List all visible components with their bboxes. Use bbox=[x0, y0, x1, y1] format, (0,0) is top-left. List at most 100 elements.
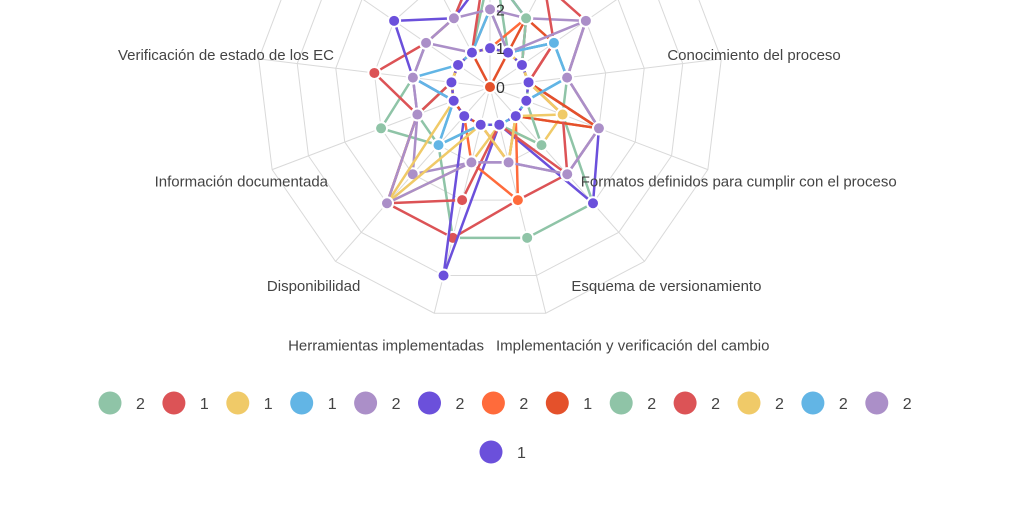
data-point bbox=[374, 121, 389, 136]
axis-label: Esquema de versionamiento bbox=[571, 278, 761, 295]
legend-swatch bbox=[226, 391, 250, 415]
radial-tick-labels: 0 1 2 bbox=[496, 2, 505, 97]
data-point bbox=[436, 268, 451, 283]
axis-label: Formatos definidos para cumplir con el p… bbox=[581, 173, 897, 190]
data-point bbox=[501, 45, 516, 60]
data-point bbox=[521, 75, 536, 90]
grid-ring bbox=[258, 0, 722, 314]
legend-label: 2 bbox=[903, 396, 912, 413]
data-point bbox=[578, 13, 593, 28]
legend-swatch bbox=[481, 391, 505, 415]
data-point bbox=[586, 196, 601, 211]
legend: 2 1 1 1 2 2 2 1 2 2 2 2 2 1 bbox=[98, 391, 912, 464]
legend-item[interactable]: 1 bbox=[545, 391, 593, 415]
data-point bbox=[519, 93, 534, 108]
axis-labels: Conocimiento del proceso Formatos definid… bbox=[118, 47, 897, 354]
data-point bbox=[405, 70, 420, 85]
data-point bbox=[464, 155, 479, 170]
axis-label: Disponibilidad bbox=[267, 278, 360, 295]
data-point bbox=[464, 45, 479, 60]
data-point bbox=[501, 155, 516, 170]
legend-swatch bbox=[865, 391, 889, 415]
legend-item[interactable]: 2 bbox=[418, 391, 465, 415]
legend-label: 2 bbox=[392, 396, 401, 413]
legend-item[interactable]: 2 bbox=[801, 391, 848, 415]
data-point bbox=[591, 121, 606, 136]
axis-label: Información documentada bbox=[155, 173, 329, 190]
legend-label: 2 bbox=[136, 396, 145, 413]
data-point bbox=[419, 35, 434, 50]
legend-label: 2 bbox=[839, 396, 848, 413]
axis-label: Verificación de estado de los EC bbox=[118, 47, 334, 64]
tick-label: 1 bbox=[496, 41, 505, 58]
data-point bbox=[410, 107, 425, 122]
data-point bbox=[483, 80, 497, 94]
tick-label: 2 bbox=[496, 2, 505, 19]
legend-label: 2 bbox=[519, 396, 528, 413]
legend-label: 1 bbox=[264, 396, 273, 413]
data-point bbox=[560, 70, 575, 85]
legend-item[interactable]: 2 bbox=[354, 391, 401, 415]
data-point bbox=[451, 57, 466, 72]
data-point bbox=[457, 109, 472, 124]
legend-label: 2 bbox=[456, 396, 465, 413]
legend-swatch bbox=[673, 391, 697, 415]
legend-swatch bbox=[545, 391, 569, 415]
series-13 bbox=[444, 41, 536, 132]
legend-item[interactable]: 1 bbox=[226, 391, 273, 415]
legend-label: 1 bbox=[517, 445, 526, 462]
data-point bbox=[446, 11, 461, 26]
data-point bbox=[555, 107, 570, 122]
axis-label: Conocimiento del proceso bbox=[667, 47, 840, 64]
data-point bbox=[483, 41, 497, 56]
legend-item[interactable]: 2 bbox=[865, 391, 912, 415]
grid-ring bbox=[373, 0, 607, 201]
tick-label: 0 bbox=[496, 80, 505, 97]
grid-spoke bbox=[363, 0, 491, 88]
legend-swatch bbox=[418, 391, 441, 415]
legend-item[interactable]: 2 bbox=[481, 391, 529, 415]
data-point bbox=[514, 57, 529, 72]
data-point bbox=[455, 193, 470, 208]
legend-item[interactable]: 2 bbox=[98, 391, 146, 415]
legend-swatch bbox=[354, 391, 378, 415]
legend-label: 1 bbox=[200, 396, 209, 413]
legend-swatch bbox=[479, 440, 503, 464]
legend-label: 2 bbox=[775, 396, 784, 413]
grid-ring bbox=[296, 0, 684, 277]
legend-label: 2 bbox=[711, 396, 720, 413]
legend-item[interactable]: 2 bbox=[737, 391, 785, 415]
data-point bbox=[510, 193, 525, 208]
axis-label: Herramientas implementadas bbox=[288, 337, 484, 354]
data-point bbox=[431, 138, 446, 153]
grid-spoke bbox=[489, 0, 617, 88]
data-point bbox=[483, 2, 497, 17]
data-point bbox=[560, 167, 575, 182]
data-point bbox=[473, 117, 488, 132]
data-point bbox=[444, 75, 459, 90]
data-point bbox=[508, 109, 523, 124]
data-point bbox=[519, 11, 534, 26]
legend-label: 2 bbox=[647, 396, 656, 413]
data-point bbox=[520, 230, 535, 245]
legend-label: 1 bbox=[583, 396, 592, 413]
legend-item[interactable]: 2 bbox=[609, 391, 657, 415]
data-point bbox=[446, 93, 461, 108]
legend-item[interactable]: 1 bbox=[162, 391, 209, 415]
legend-swatch bbox=[609, 391, 633, 415]
legend-swatch bbox=[290, 391, 314, 415]
data-point bbox=[492, 117, 507, 132]
legend-item[interactable]: 1 bbox=[290, 391, 337, 415]
data-point bbox=[367, 65, 382, 80]
legend-swatch bbox=[737, 391, 761, 415]
legend-item[interactable]: 2 bbox=[673, 391, 721, 415]
legend-swatch bbox=[162, 391, 186, 415]
data-point bbox=[387, 13, 402, 28]
series-line bbox=[450, 46, 530, 126]
legend-item[interactable]: 1 bbox=[479, 440, 527, 464]
legend-swatch bbox=[801, 391, 825, 415]
axis-label: Implementación y verificación del cambio bbox=[496, 337, 769, 354]
data-point bbox=[379, 196, 394, 211]
legend-label: 1 bbox=[328, 396, 337, 413]
